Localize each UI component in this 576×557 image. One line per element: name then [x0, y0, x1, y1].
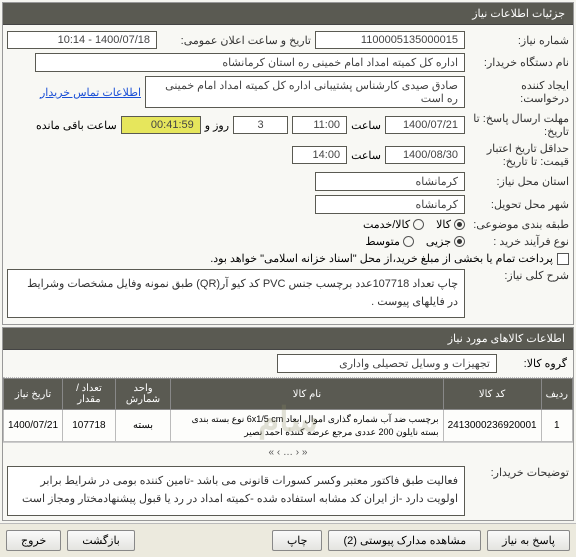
remain-field: 00:41:59: [121, 116, 201, 134]
col-header: نام کالا: [171, 379, 443, 410]
deadline-time-field: 11:00: [292, 116, 347, 134]
partial-pay-label: پرداخت تمام یا بخشی از مبلغ خرید،از محل …: [210, 252, 553, 265]
deliver-loc-label: شهر محل تحویل:: [469, 198, 569, 211]
buy-type-radios: جزیی متوسط: [365, 235, 465, 248]
radio-kala[interactable]: کالا: [436, 218, 465, 231]
buyer-field: اداره کل کمیته امداد امام خمینی ره استان…: [35, 53, 465, 72]
radio-joz[interactable]: جزیی: [426, 235, 465, 248]
exit-button[interactable]: خروج: [6, 530, 61, 551]
buyer-note-label: توضیحات خریدار:: [469, 466, 569, 479]
panel1-title: جزئیات اطلاعات نیاز: [3, 3, 573, 25]
reply-button[interactable]: پاسخ به نیاز: [487, 530, 570, 551]
need-no-field: 1100005135000015: [315, 31, 465, 49]
col-header: ردیف: [541, 379, 572, 410]
buyer-note-field: فعالیت طبق فاکتور معتبر وکسر کسورات قانو…: [7, 466, 465, 515]
validity-date-field: 1400/08/30: [385, 146, 465, 164]
print-button[interactable]: چاپ: [272, 530, 323, 551]
subject-class-label: طبقه بندی موضوعی:: [469, 218, 569, 231]
pager[interactable]: « ‹ … › »: [3, 442, 573, 462]
table-row[interactable]: 12413000236920001برچسب ضد آب شماره گذاری…: [4, 410, 573, 442]
announce-label: تاریخ و ساعت اعلان عمومی:: [161, 34, 311, 47]
col-header: واحد شمارش: [115, 379, 171, 410]
buy-type-label: نوع فرآیند خرید :: [469, 235, 569, 248]
days-label: روز و: [205, 119, 229, 132]
need-loc-label: استان محل نیاز:: [469, 175, 569, 188]
deliver-loc-field: کرمانشاه: [315, 195, 465, 214]
col-header: تاریخ نیاز: [4, 379, 63, 410]
table-cell: بسته: [115, 410, 171, 442]
partial-pay-checkbox[interactable]: [557, 253, 569, 265]
requester-label: ایجاد کننده درخواست:: [469, 79, 569, 105]
remain-label: ساعت باقی مانده: [36, 119, 117, 132]
col-header: تعداد / مقدار: [63, 379, 116, 410]
validity-time-field: 14:00: [292, 146, 347, 164]
table-cell: 1: [541, 410, 572, 442]
need-no-label: شماره نیاز:: [469, 34, 569, 47]
attachments-button[interactable]: مشاهده مدارک پیوستی (2): [328, 530, 481, 551]
group-label: گروه کالا:: [497, 357, 567, 370]
time-label1: ساعت: [351, 119, 381, 132]
goods-info-panel: اطلاعات کالاهای مورد نیاز گروه کالا: تجه…: [2, 327, 574, 520]
validity-label: حداقل تاریخ اعتبار قیمت: تا تاریخ:: [469, 142, 569, 168]
buyer-label: نام دستگاه خریدار:: [469, 56, 569, 69]
days-field: 3: [233, 116, 288, 134]
radio-motavaset[interactable]: متوسط: [365, 235, 414, 248]
panel2-title: اطلاعات کالاهای مورد نیاز: [3, 328, 573, 350]
deadline-label: مهلت ارسال پاسخ: تا تاریخ:: [469, 112, 569, 138]
group-field: تجهیزات و وسایل تحصیلی واداری: [277, 354, 497, 373]
table-cell: 2413000236920001: [443, 410, 541, 442]
desc-field: چاپ تعداد 107718عدد برچسب جنس PVC کد کیو…: [7, 269, 465, 318]
back-button[interactable]: بازگشت: [67, 530, 135, 551]
table-cell: برچسب ضد آب شماره گذاری اموال ابعاد 6x1/…: [171, 410, 443, 442]
table-cell: 107718: [63, 410, 116, 442]
need-loc-field: کرمانشاه: [315, 172, 465, 191]
requester-field: صادق صیدی کارشناس پشتیبانی اداره کل کمیت…: [145, 76, 465, 108]
radio-khadamat[interactable]: کالا/خدمت: [363, 218, 424, 231]
contact-link[interactable]: اطلاعات تماس خریدار: [40, 86, 141, 99]
col-header: کد کالا: [443, 379, 541, 410]
need-info-panel: جزئیات اطلاعات نیاز شماره نیاز: 11000051…: [2, 2, 574, 325]
table-cell: 1400/07/21: [4, 410, 63, 442]
time-label2: ساعت: [351, 149, 381, 162]
deadline-date-field: 1400/07/21: [385, 116, 465, 134]
button-bar: پاسخ به نیاز مشاهده مدارک پیوستی (2) چاپ…: [0, 523, 576, 557]
subject-class-radios: کالا کالا/خدمت: [363, 218, 465, 231]
goods-table: ردیفکد کالانام کالاواحد شمارشتعداد / مقد…: [3, 378, 573, 442]
desc-label: شرح کلی نیاز:: [469, 269, 569, 282]
announce-field: 1400/07/18 - 10:14: [7, 31, 157, 49]
